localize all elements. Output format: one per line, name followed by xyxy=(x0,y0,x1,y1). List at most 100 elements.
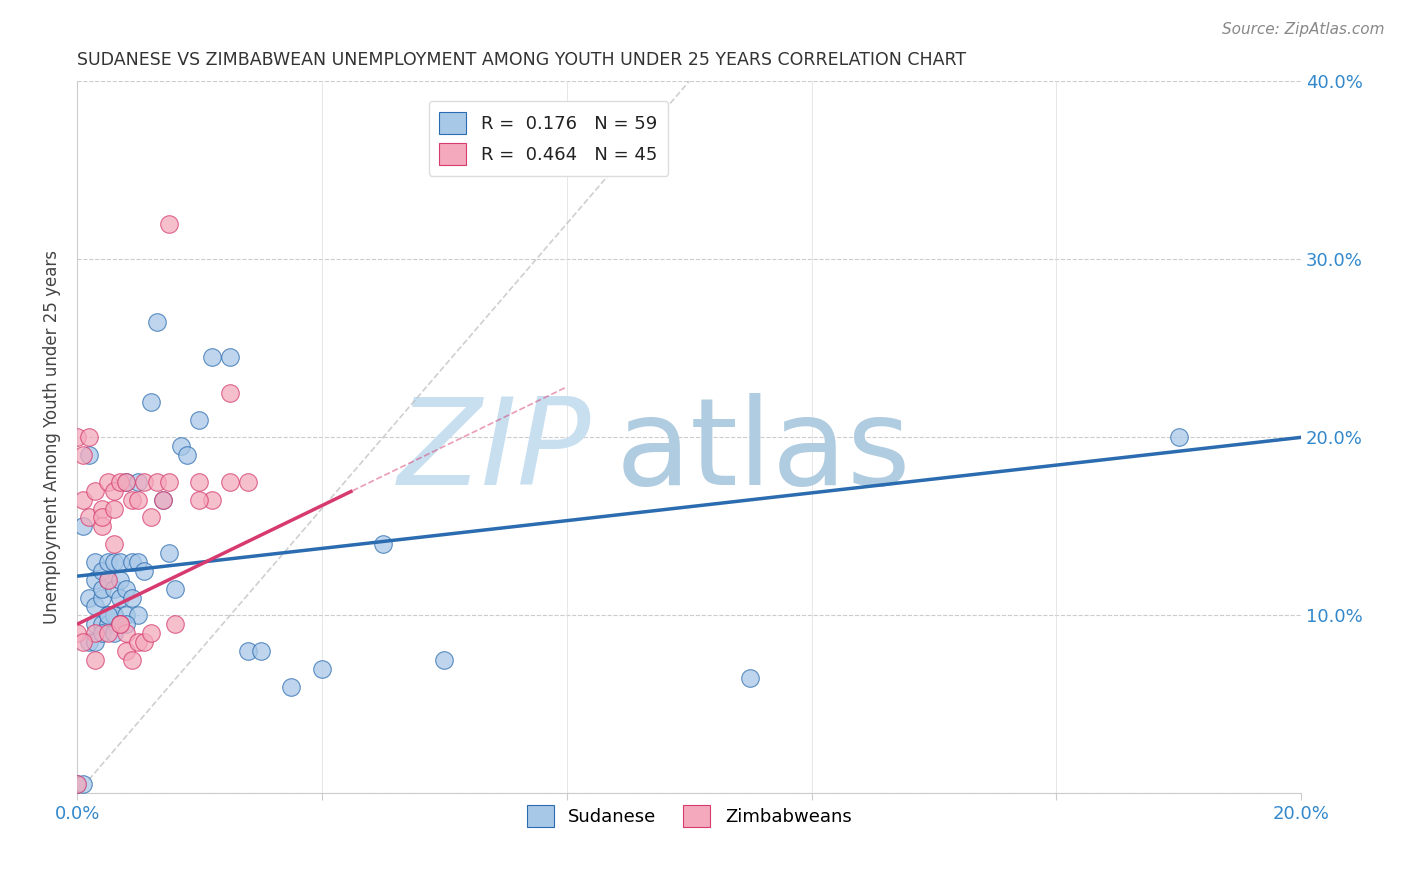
Legend: Sudanese, Zimbabweans: Sudanese, Zimbabweans xyxy=(519,797,859,834)
Point xyxy=(90,519,112,533)
Point xyxy=(97,573,120,587)
Point xyxy=(163,617,186,632)
Point xyxy=(103,608,125,623)
Point xyxy=(108,573,131,587)
Point xyxy=(127,635,149,649)
Text: SUDANESE VS ZIMBABWEAN UNEMPLOYMENT AMONG YOUTH UNDER 25 YEARS CORRELATION CHART: SUDANESE VS ZIMBABWEAN UNEMPLOYMENT AMON… xyxy=(77,51,966,69)
Point xyxy=(188,412,211,426)
Point xyxy=(108,555,131,569)
Point xyxy=(72,519,94,533)
Point xyxy=(201,492,224,507)
Point xyxy=(157,546,180,560)
Point xyxy=(115,608,138,623)
Point xyxy=(219,475,242,489)
Point xyxy=(163,582,186,596)
Point xyxy=(66,626,89,640)
Point xyxy=(127,608,149,623)
Point xyxy=(97,608,120,623)
Point xyxy=(72,777,94,791)
Point xyxy=(121,555,143,569)
Point xyxy=(79,448,101,462)
Point xyxy=(176,448,198,462)
Point xyxy=(121,492,143,507)
Point xyxy=(238,475,260,489)
Point xyxy=(134,635,156,649)
Point xyxy=(97,475,120,489)
Point xyxy=(103,555,125,569)
Point xyxy=(108,617,131,632)
Point xyxy=(152,492,174,507)
Point xyxy=(103,537,125,551)
Point xyxy=(79,430,101,444)
Point xyxy=(79,591,101,605)
Point xyxy=(90,617,112,632)
Point xyxy=(103,483,125,498)
Point xyxy=(134,564,156,578)
Point xyxy=(139,510,162,524)
Point xyxy=(115,582,138,596)
Point xyxy=(219,385,242,400)
Point xyxy=(84,599,107,614)
Point xyxy=(1167,430,1189,444)
Point xyxy=(97,573,120,587)
Point xyxy=(157,217,180,231)
Point xyxy=(145,315,167,329)
Point xyxy=(108,617,131,632)
Point xyxy=(103,608,125,623)
Point xyxy=(249,644,271,658)
Point xyxy=(84,573,107,587)
Point xyxy=(90,501,112,516)
Point xyxy=(280,680,302,694)
Point xyxy=(103,501,125,516)
Point xyxy=(79,510,101,524)
Point xyxy=(311,662,333,676)
Point xyxy=(97,555,120,569)
Point xyxy=(84,617,107,632)
Point xyxy=(188,475,211,489)
Point xyxy=(108,617,131,632)
Point xyxy=(72,492,94,507)
Point xyxy=(66,777,89,791)
Point xyxy=(84,483,107,498)
Point xyxy=(66,430,89,444)
Point xyxy=(90,510,112,524)
Point xyxy=(97,617,120,632)
Point xyxy=(170,439,193,453)
Point xyxy=(115,626,138,640)
Point xyxy=(90,626,112,640)
Point xyxy=(66,777,89,791)
Point xyxy=(121,591,143,605)
Point xyxy=(157,475,180,489)
Point xyxy=(127,555,149,569)
Point xyxy=(127,475,149,489)
Point xyxy=(127,492,149,507)
Point xyxy=(90,591,112,605)
Point xyxy=(103,582,125,596)
Point xyxy=(121,653,143,667)
Point xyxy=(97,626,120,640)
Point xyxy=(134,475,156,489)
Point xyxy=(371,537,394,551)
Point xyxy=(238,644,260,658)
Point xyxy=(145,475,167,489)
Point xyxy=(115,644,138,658)
Point xyxy=(72,635,94,649)
Point xyxy=(90,564,112,578)
Text: Source: ZipAtlas.com: Source: ZipAtlas.com xyxy=(1222,22,1385,37)
Text: ZIP: ZIP xyxy=(398,393,591,510)
Point xyxy=(219,351,242,365)
Point xyxy=(84,653,107,667)
Point xyxy=(79,635,101,649)
Point xyxy=(108,591,131,605)
Point xyxy=(90,582,112,596)
Point xyxy=(108,475,131,489)
Point xyxy=(188,492,211,507)
Point xyxy=(115,475,138,489)
Point xyxy=(108,617,131,632)
Point xyxy=(115,475,138,489)
Point xyxy=(740,671,762,685)
Point xyxy=(84,555,107,569)
Point xyxy=(433,653,456,667)
Point xyxy=(152,492,174,507)
Point xyxy=(139,626,162,640)
